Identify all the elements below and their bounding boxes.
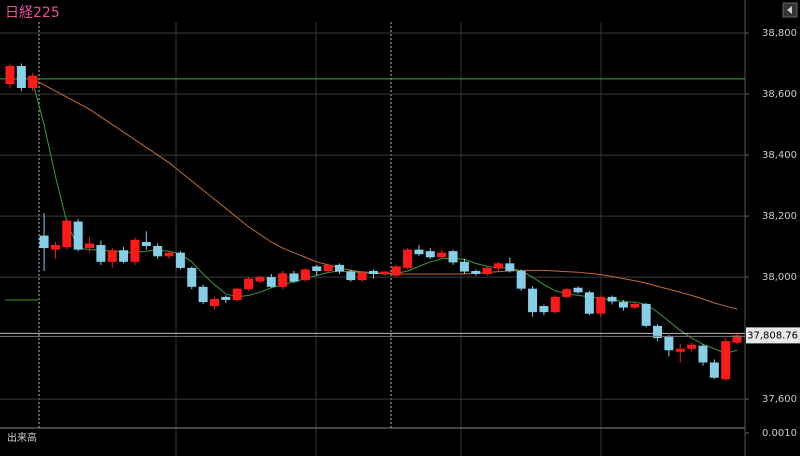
volume-label: 出来高 — [7, 431, 37, 444]
candle-body — [630, 303, 640, 308]
candle-body — [709, 362, 719, 378]
candle-body — [5, 66, 15, 84]
candle-body — [232, 288, 242, 300]
candle-body — [255, 277, 265, 282]
candle-body — [73, 221, 83, 250]
y-tick-label: 38,600 — [762, 89, 797, 100]
candle-body — [391, 266, 401, 276]
candle-body — [16, 66, 26, 88]
candle-body — [153, 245, 163, 257]
candle-body — [482, 267, 492, 275]
chart-title: 日経225 — [5, 5, 60, 21]
candle-body — [380, 271, 390, 275]
candle-body — [653, 325, 663, 339]
candle-body — [141, 241, 151, 246]
candle-body — [664, 336, 674, 351]
candle-body — [107, 250, 117, 262]
candle-body — [50, 245, 60, 250]
candle-body — [562, 289, 572, 297]
candle-body — [528, 288, 538, 313]
candle-body — [471, 270, 481, 275]
candle-body — [573, 287, 583, 293]
candle-body — [357, 272, 367, 281]
candle-body — [539, 306, 549, 313]
candle-body — [448, 251, 458, 263]
candle-body — [28, 75, 38, 88]
candle-body — [584, 292, 594, 314]
candle-body — [425, 251, 435, 258]
candle-body — [130, 239, 140, 262]
candle-body — [403, 249, 413, 268]
candle-body — [198, 286, 208, 303]
candle-body — [244, 278, 254, 290]
candle-body — [62, 220, 72, 248]
candle-body — [641, 303, 651, 326]
y-tick-label: 37,600 — [762, 394, 797, 405]
candle-body — [505, 263, 515, 271]
candle-body — [618, 302, 628, 308]
candle-body — [732, 335, 742, 343]
candle-body — [687, 344, 697, 349]
scroll-icon — [787, 6, 792, 14]
volume-tick-label: 0.0010 — [762, 428, 797, 439]
candle-body — [289, 273, 299, 282]
candle-body — [278, 273, 288, 287]
y-tick-label: 38,200 — [762, 211, 797, 222]
candle-body — [334, 264, 344, 272]
candle-body — [312, 266, 322, 271]
candle-body — [175, 252, 185, 268]
candle-body — [119, 250, 129, 262]
candle-body — [209, 299, 219, 307]
candle-body — [516, 270, 526, 289]
candle-body — [675, 348, 685, 352]
candle-body — [369, 270, 379, 275]
candle-body — [550, 296, 560, 313]
y-tick-label: 38,000 — [762, 272, 797, 283]
candle-body — [346, 271, 356, 281]
last-price-label: 37,808.76 — [747, 330, 798, 341]
candle-body — [187, 267, 197, 287]
candle-body — [323, 264, 333, 271]
candle-body — [698, 345, 708, 363]
candle-body — [607, 296, 617, 302]
y-tick-label: 38,800 — [762, 28, 797, 39]
candle-body — [266, 277, 276, 287]
candle-body — [596, 296, 606, 314]
candle-body — [39, 235, 49, 249]
candle-body — [164, 252, 174, 257]
candle-body — [459, 261, 469, 272]
y-tick-label: 38,400 — [762, 150, 797, 161]
candle-body — [414, 249, 424, 255]
candle-body — [493, 263, 503, 269]
candle-body — [300, 269, 310, 281]
candle-body — [96, 245, 106, 262]
candle-body — [85, 243, 95, 249]
candle-body — [221, 296, 231, 300]
candle-body — [437, 252, 447, 258]
candle-body — [721, 341, 731, 380]
last-price-box — [746, 327, 800, 344]
